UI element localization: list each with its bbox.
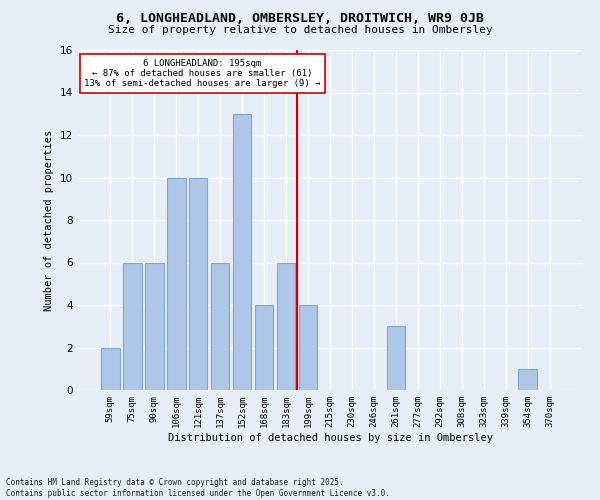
Text: 6 LONGHEADLAND: 195sqm
← 87% of detached houses are smaller (61)
13% of semi-det: 6 LONGHEADLAND: 195sqm ← 87% of detached… (84, 58, 321, 88)
Bar (189, 178, 208, 390)
Text: Contains HM Land Registry data © Crown copyright and database right 2025.
Contai: Contains HM Land Registry data © Crown c… (6, 478, 390, 498)
Bar (299, 305, 317, 390)
Bar (386, 326, 405, 390)
Text: 6, LONGHEADLAND, OMBERSLEY, DROITWICH, WR9 0JB: 6, LONGHEADLAND, OMBERSLEY, DROITWICH, W… (116, 12, 484, 26)
Bar (518, 369, 537, 390)
Bar (277, 262, 295, 390)
Bar (167, 178, 185, 390)
Bar (211, 262, 229, 390)
X-axis label: Distribution of detached houses by size in Ombersley: Distribution of detached houses by size … (167, 432, 493, 442)
Text: Size of property relative to detached houses in Ombersley: Size of property relative to detached ho… (107, 25, 493, 35)
Bar (123, 262, 142, 390)
Bar (145, 262, 164, 390)
Y-axis label: Number of detached properties: Number of detached properties (44, 130, 55, 310)
Bar (101, 348, 119, 390)
Bar (255, 305, 274, 390)
Bar (233, 114, 251, 390)
